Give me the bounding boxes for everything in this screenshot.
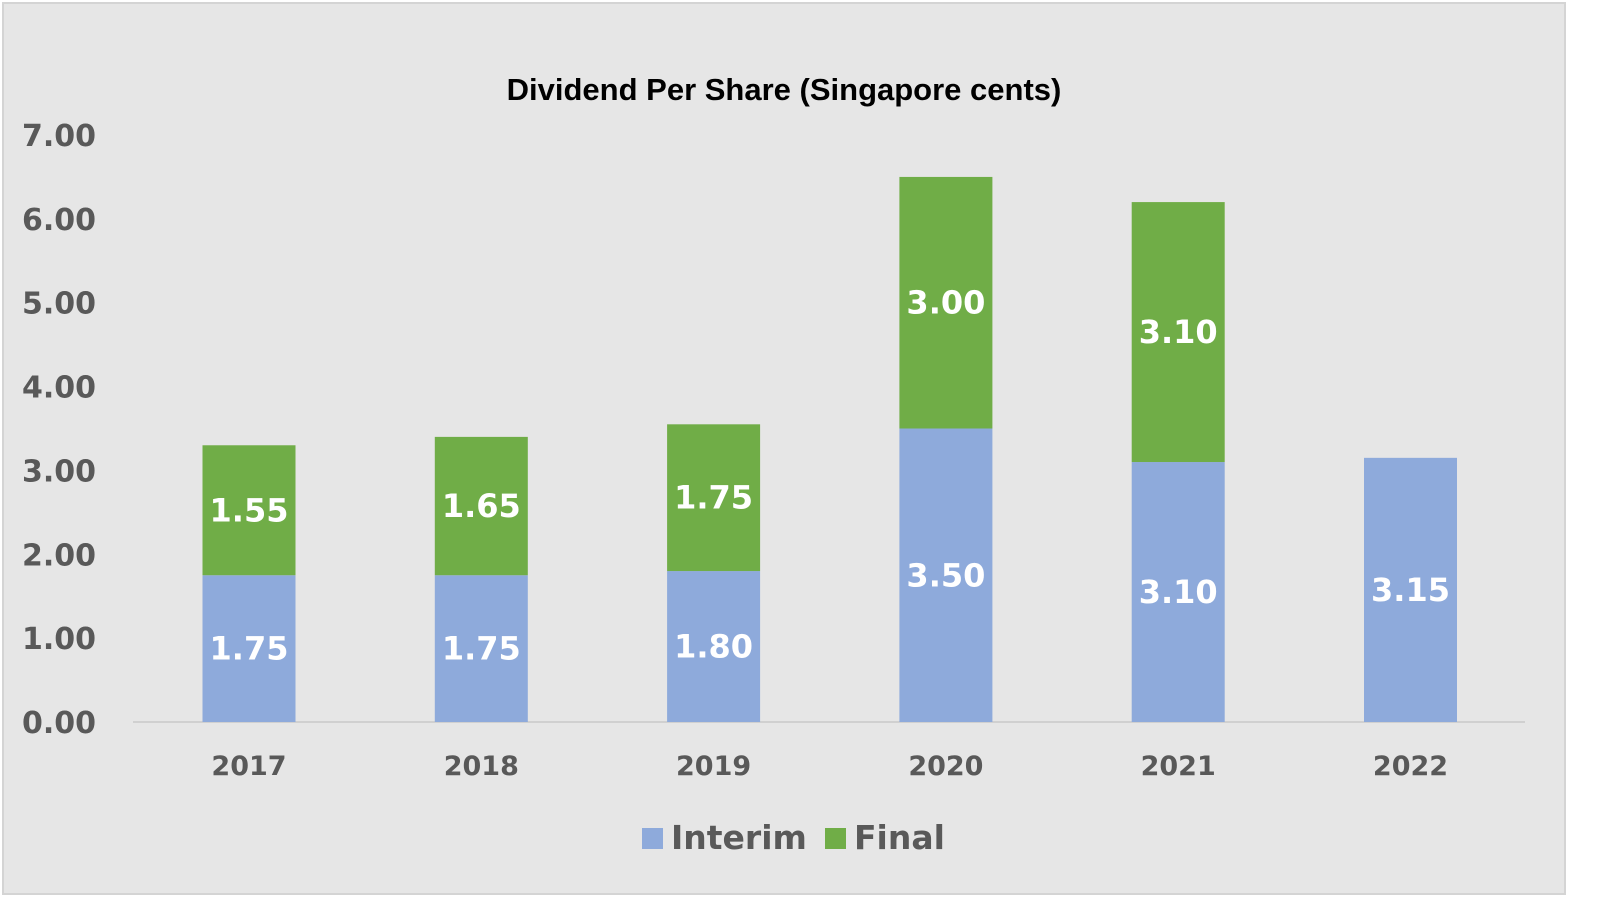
x-tick-label: 2018 [444,751,519,782]
y-tick-label: 3.00 [22,454,96,489]
y-tick-label: 0.00 [22,706,96,741]
chart-title: Dividend Per Share (Singapore cents) [507,72,1062,107]
bar-final-2021 [1131,202,1225,463]
data-label-interim-2018: 1.75 [442,630,521,668]
legend: Interim Final [642,818,945,857]
bar-final-2019 [667,424,761,572]
y-tick-label: 5.00 [22,287,96,322]
x-tick-label: 2019 [676,751,751,782]
y-tick-label: 4.00 [22,371,96,406]
bar-final-2017 [202,445,296,576]
x-tick-label: 2020 [908,751,983,782]
x-tick-label: 2022 [1373,751,1448,782]
y-tick-label: 2.00 [22,538,96,573]
data-label-final-2021: 3.10 [1139,313,1218,351]
y-axis: 0.00 1.00 2.00 3.00 4.00 5.00 6.00 7.00 [22,119,96,741]
bar-interim-2018 [434,575,528,722]
legend-label-final: Final [854,818,945,857]
bar-interim-2021 [1131,462,1225,722]
y-tick-label: 1.00 [22,622,96,657]
data-label-final-2020: 3.00 [906,284,985,322]
bar-final-2020 [899,176,993,429]
x-tick-label: 2017 [211,751,286,782]
data-label-interim-2017: 1.75 [210,630,289,668]
data-label-interim-2022: 3.15 [1371,571,1450,609]
bar-interim-2017 [202,575,296,722]
data-label-interim-2021: 3.10 [1139,573,1218,611]
data-label-final-2019: 1.75 [674,479,753,517]
bar-interim-2022 [1364,457,1457,722]
y-tick-label: 7.00 [22,119,96,154]
y-tick-label: 6.00 [22,203,96,238]
data-label-final-2017: 1.55 [210,491,289,529]
legend-label-interim: Interim [671,818,807,857]
x-tick-label: 2021 [1141,751,1216,782]
x-axis: 2017 2018 2019 2020 2021 2022 [211,751,1448,782]
bar-interim-2019 [667,571,761,722]
legend-swatch-interim [642,828,663,849]
bars: 1.75 1.55 1.75 1.65 1.80 1.75 3.50 3.00 3.10 3.10… [202,176,1457,722]
bar-final-2018 [434,436,528,576]
legend-swatch-final [825,828,846,849]
bar-interim-2020 [899,428,993,722]
data-label-interim-2019: 1.80 [674,628,753,666]
data-label-final-2018: 1.65 [442,487,521,525]
data-label-interim-2020: 3.50 [906,556,985,594]
